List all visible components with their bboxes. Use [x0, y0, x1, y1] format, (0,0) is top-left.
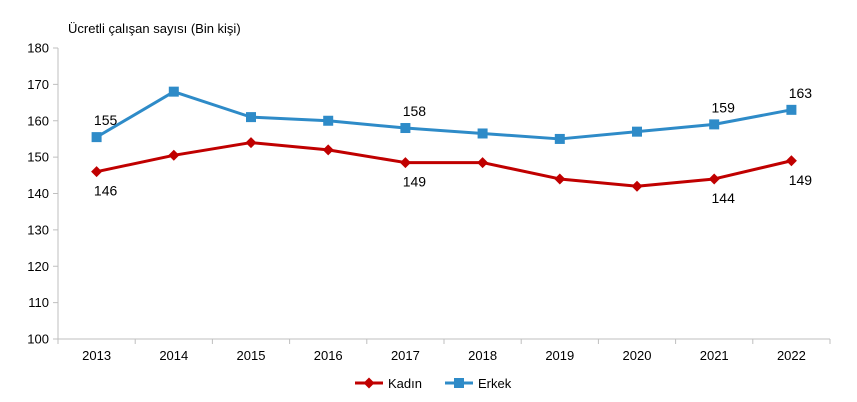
- data-point: [631, 180, 643, 192]
- data-point: [785, 155, 797, 167]
- data-point: [477, 157, 489, 169]
- x-axis: 2013 2014 2015 2016 2017 2018 2019 2020 2021 2022: [57, 339, 831, 363]
- data-label: 163: [789, 85, 813, 101]
- y-tick-label: 100: [27, 332, 49, 347]
- data-point: [399, 157, 411, 169]
- data-label: 149: [403, 174, 427, 190]
- legend-item: Kadın: [355, 376, 422, 391]
- series-line: [96, 141, 792, 188]
- x-tick-label: 2022: [777, 348, 806, 363]
- data-point: [245, 137, 257, 149]
- y-tick-label: 140: [27, 186, 49, 201]
- y-tick-label: 110: [28, 295, 49, 310]
- legend-swatch-marker: [363, 377, 375, 389]
- data-point: [477, 128, 488, 139]
- y-tick-label: 130: [27, 222, 49, 237]
- y-axis: 100 110 120 130 140 150 160 170 180: [27, 41, 58, 347]
- legend-item: Erkek: [445, 376, 512, 391]
- y-tick-label: 180: [27, 41, 49, 56]
- data-point: [322, 144, 334, 156]
- y-axis-label: Ücretli çalışan sayısı (Bin kişi): [68, 21, 241, 36]
- x-tick-label: 2013: [82, 348, 111, 363]
- data-point: [709, 119, 720, 130]
- y-tick-label: 170: [27, 77, 49, 92]
- data-point: [168, 86, 179, 97]
- data-point: [786, 104, 797, 115]
- legend-label: Kadın: [388, 376, 422, 391]
- data-label: 155: [94, 112, 118, 128]
- data-label: 158: [403, 103, 427, 119]
- series-line: [95, 90, 792, 141]
- data-label: 159: [712, 99, 736, 115]
- legend-swatch-marker: [454, 378, 464, 388]
- data-point: [246, 112, 256, 123]
- x-tick-label: 2019: [545, 348, 574, 363]
- y-tick-label: 150: [27, 150, 49, 165]
- x-tick-label: 2016: [314, 348, 343, 363]
- x-tick-label: 2021: [700, 348, 729, 363]
- data-point: [400, 123, 411, 134]
- x-tick-label: 2017: [391, 348, 420, 363]
- x-tick-label: 2014: [159, 348, 188, 363]
- x-tick-label: 2015: [237, 348, 266, 363]
- x-tick-label: 2018: [468, 348, 497, 363]
- data-point: [632, 126, 642, 137]
- data-label: 144: [712, 190, 736, 206]
- series-layer: [91, 86, 797, 192]
- y-tick-label: 160: [27, 113, 49, 128]
- data-point: [554, 173, 566, 185]
- data-point: [323, 115, 334, 126]
- data-labels: 146 149 144 149 155 158 159 163: [94, 85, 812, 206]
- data-point: [91, 166, 103, 178]
- x-tick-label: 2020: [623, 348, 652, 363]
- data-label: 149: [789, 172, 813, 188]
- series-erkek: [91, 86, 797, 144]
- data-label: 146: [94, 183, 118, 199]
- data-point: [168, 149, 180, 161]
- legend: Kadın Erkek: [355, 376, 512, 391]
- series-kad-n: [91, 137, 797, 192]
- data-point: [91, 132, 102, 143]
- data-point: [554, 133, 565, 144]
- legend-label: Erkek: [478, 376, 512, 391]
- y-tick-label: 120: [27, 259, 49, 274]
- data-point: [708, 173, 720, 185]
